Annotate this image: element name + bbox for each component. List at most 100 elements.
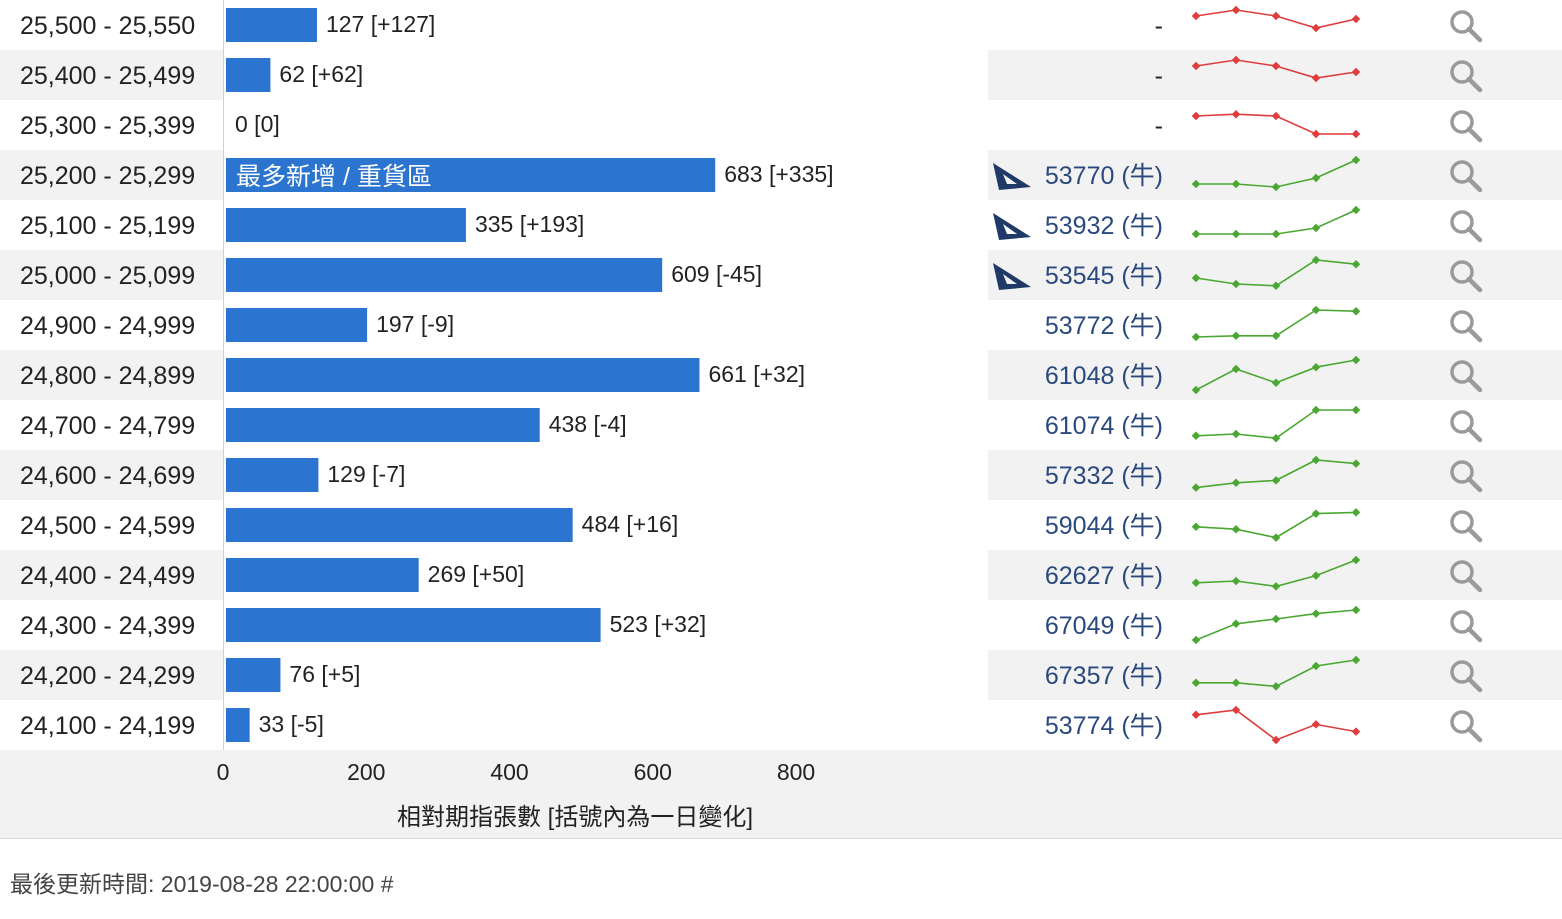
sparkline-point xyxy=(1351,727,1361,736)
product-code-link[interactable]: 62627 (牛) xyxy=(1045,562,1163,590)
sparkline-point xyxy=(1271,281,1281,291)
row-stripe-left xyxy=(0,250,223,300)
bar[interactable] xyxy=(226,658,281,692)
magnifier-icon-handle[interactable] xyxy=(1466,426,1483,443)
sparkline-point xyxy=(1351,205,1361,215)
sparkline-point xyxy=(1351,605,1361,615)
magnifier-icon[interactable] xyxy=(1450,110,1474,134)
bar[interactable] xyxy=(226,158,716,192)
magnifier-icon-handle[interactable] xyxy=(1466,26,1483,43)
sparkline xyxy=(1195,609,1357,641)
magnifier-icon[interactable] xyxy=(1450,710,1474,734)
product-code-link[interactable]: 57332 (牛) xyxy=(1045,462,1163,490)
product-code-link: - xyxy=(1155,12,1163,40)
magnifier-icon[interactable] xyxy=(1450,660,1474,684)
magnifier-icon-handle[interactable] xyxy=(1466,726,1483,743)
highlight-label: 最多新增 / 重貨區 xyxy=(236,163,432,191)
chart-svg: 25,500 - 25,550 127 [+127] - 25,400 - 25,49… xyxy=(0,0,1562,840)
x-tick-label: 600 xyxy=(634,759,672,785)
row-stripe-left xyxy=(0,450,223,500)
bar[interactable] xyxy=(226,308,368,342)
sparkline-point xyxy=(1311,405,1321,415)
magnifier-icon[interactable] xyxy=(1450,260,1474,284)
magnifier-icon-handle[interactable] xyxy=(1466,576,1483,593)
bar[interactable] xyxy=(226,358,700,392)
product-code-link[interactable]: 53774 (牛) xyxy=(1045,712,1163,740)
row-stripe-left xyxy=(0,350,223,400)
sparkline-point xyxy=(1311,362,1321,372)
product-code-link[interactable]: 53772 (牛) xyxy=(1045,312,1163,340)
bar[interactable] xyxy=(226,258,663,292)
magnifier-icon-handle[interactable] xyxy=(1466,276,1483,293)
sparkline-point xyxy=(1271,614,1281,624)
magnifier-icon-handle[interactable] xyxy=(1466,676,1483,693)
bar[interactable] xyxy=(226,8,317,42)
value-label: 523 [+32] xyxy=(610,611,707,637)
magnifier-icon-handle[interactable] xyxy=(1466,126,1483,143)
bar[interactable] xyxy=(226,608,601,642)
magnifier-icon[interactable] xyxy=(1450,60,1474,84)
product-code-link[interactable]: 67357 (牛) xyxy=(1045,662,1163,690)
magnifier-icon[interactable] xyxy=(1450,360,1474,384)
product-code-link[interactable]: 53932 (牛) xyxy=(1045,212,1163,240)
sparkline xyxy=(1195,709,1357,741)
sparkline-point xyxy=(1311,129,1321,139)
magnifier-icon-handle[interactable] xyxy=(1466,176,1483,193)
magnifier-icon[interactable] xyxy=(1450,160,1474,184)
magnifier-icon-handle[interactable] xyxy=(1466,226,1483,243)
product-code-link[interactable]: 61048 (牛) xyxy=(1045,362,1163,390)
category-label: 25,400 - 25,499 xyxy=(20,62,195,90)
sparkline-point xyxy=(1311,223,1321,233)
magnifier-icon[interactable] xyxy=(1450,210,1474,234)
magnifier-icon[interactable] xyxy=(1450,560,1474,584)
magnifier-icon[interactable] xyxy=(1450,510,1474,534)
magnifier-icon[interactable] xyxy=(1450,610,1474,634)
bar[interactable] xyxy=(226,458,319,492)
magnifier-icon[interactable] xyxy=(1450,310,1474,334)
sparkline-point xyxy=(1271,582,1281,591)
row-stripe-right xyxy=(988,50,1562,100)
sparkline-point xyxy=(1191,483,1201,492)
magnifier-icon[interactable] xyxy=(1450,460,1474,484)
product-code-link: - xyxy=(1155,112,1163,140)
magnifier-icon-handle[interactable] xyxy=(1466,326,1483,343)
magnifier-icon-handle[interactable] xyxy=(1466,76,1483,93)
last-updated-text: 最後更新時間: 2019-08-28 22:00:00 # xyxy=(10,871,394,897)
value-label: 335 [+193] xyxy=(475,211,584,237)
bar[interactable] xyxy=(226,558,419,592)
bar[interactable] xyxy=(226,208,466,242)
sparkline-point xyxy=(1191,635,1201,645)
sparkline-point xyxy=(1271,111,1281,121)
sparkline-point xyxy=(1311,720,1321,729)
bar[interactable] xyxy=(226,408,540,442)
product-code-link[interactable]: 67049 (牛) xyxy=(1045,612,1163,640)
sparkline-point xyxy=(1271,682,1281,691)
magnifier-icon-handle[interactable] xyxy=(1466,626,1483,643)
sparkline-point xyxy=(1191,11,1201,21)
magnifier-icon-handle[interactable] xyxy=(1466,476,1483,493)
magnifier-icon[interactable] xyxy=(1450,410,1474,434)
category-label: 24,200 - 24,299 xyxy=(20,662,195,690)
sparkline-point xyxy=(1271,229,1281,239)
magnifier-icon-handle[interactable] xyxy=(1466,376,1483,393)
sparkline-point xyxy=(1231,619,1241,629)
value-label: 33 [-5] xyxy=(259,711,324,737)
product-code-link[interactable]: 53770 (牛) xyxy=(1045,162,1163,190)
product-code-link[interactable]: 59044 (牛) xyxy=(1045,512,1163,540)
bar[interactable] xyxy=(226,508,573,542)
value-label: 484 [+16] xyxy=(582,511,679,537)
row-stripe-left xyxy=(0,50,223,100)
sparkline-point xyxy=(1351,14,1361,24)
product-code-link: - xyxy=(1155,62,1163,90)
bar[interactable] xyxy=(226,708,250,742)
sparkline-point xyxy=(1231,678,1241,688)
product-code-link[interactable]: 61074 (牛) xyxy=(1045,412,1163,440)
sparkline-point xyxy=(1311,609,1321,618)
magnifier-icon[interactable] xyxy=(1450,10,1474,34)
magnifier-icon-handle[interactable] xyxy=(1466,526,1483,543)
product-code-link[interactable]: 53545 (牛) xyxy=(1045,262,1163,290)
row-stripe-left xyxy=(0,550,223,600)
sparkline-point xyxy=(1271,735,1281,745)
bar[interactable] xyxy=(226,58,271,92)
footer: 最後更新時間: 2019-08-28 22:00:00 # xyxy=(0,838,1562,919)
